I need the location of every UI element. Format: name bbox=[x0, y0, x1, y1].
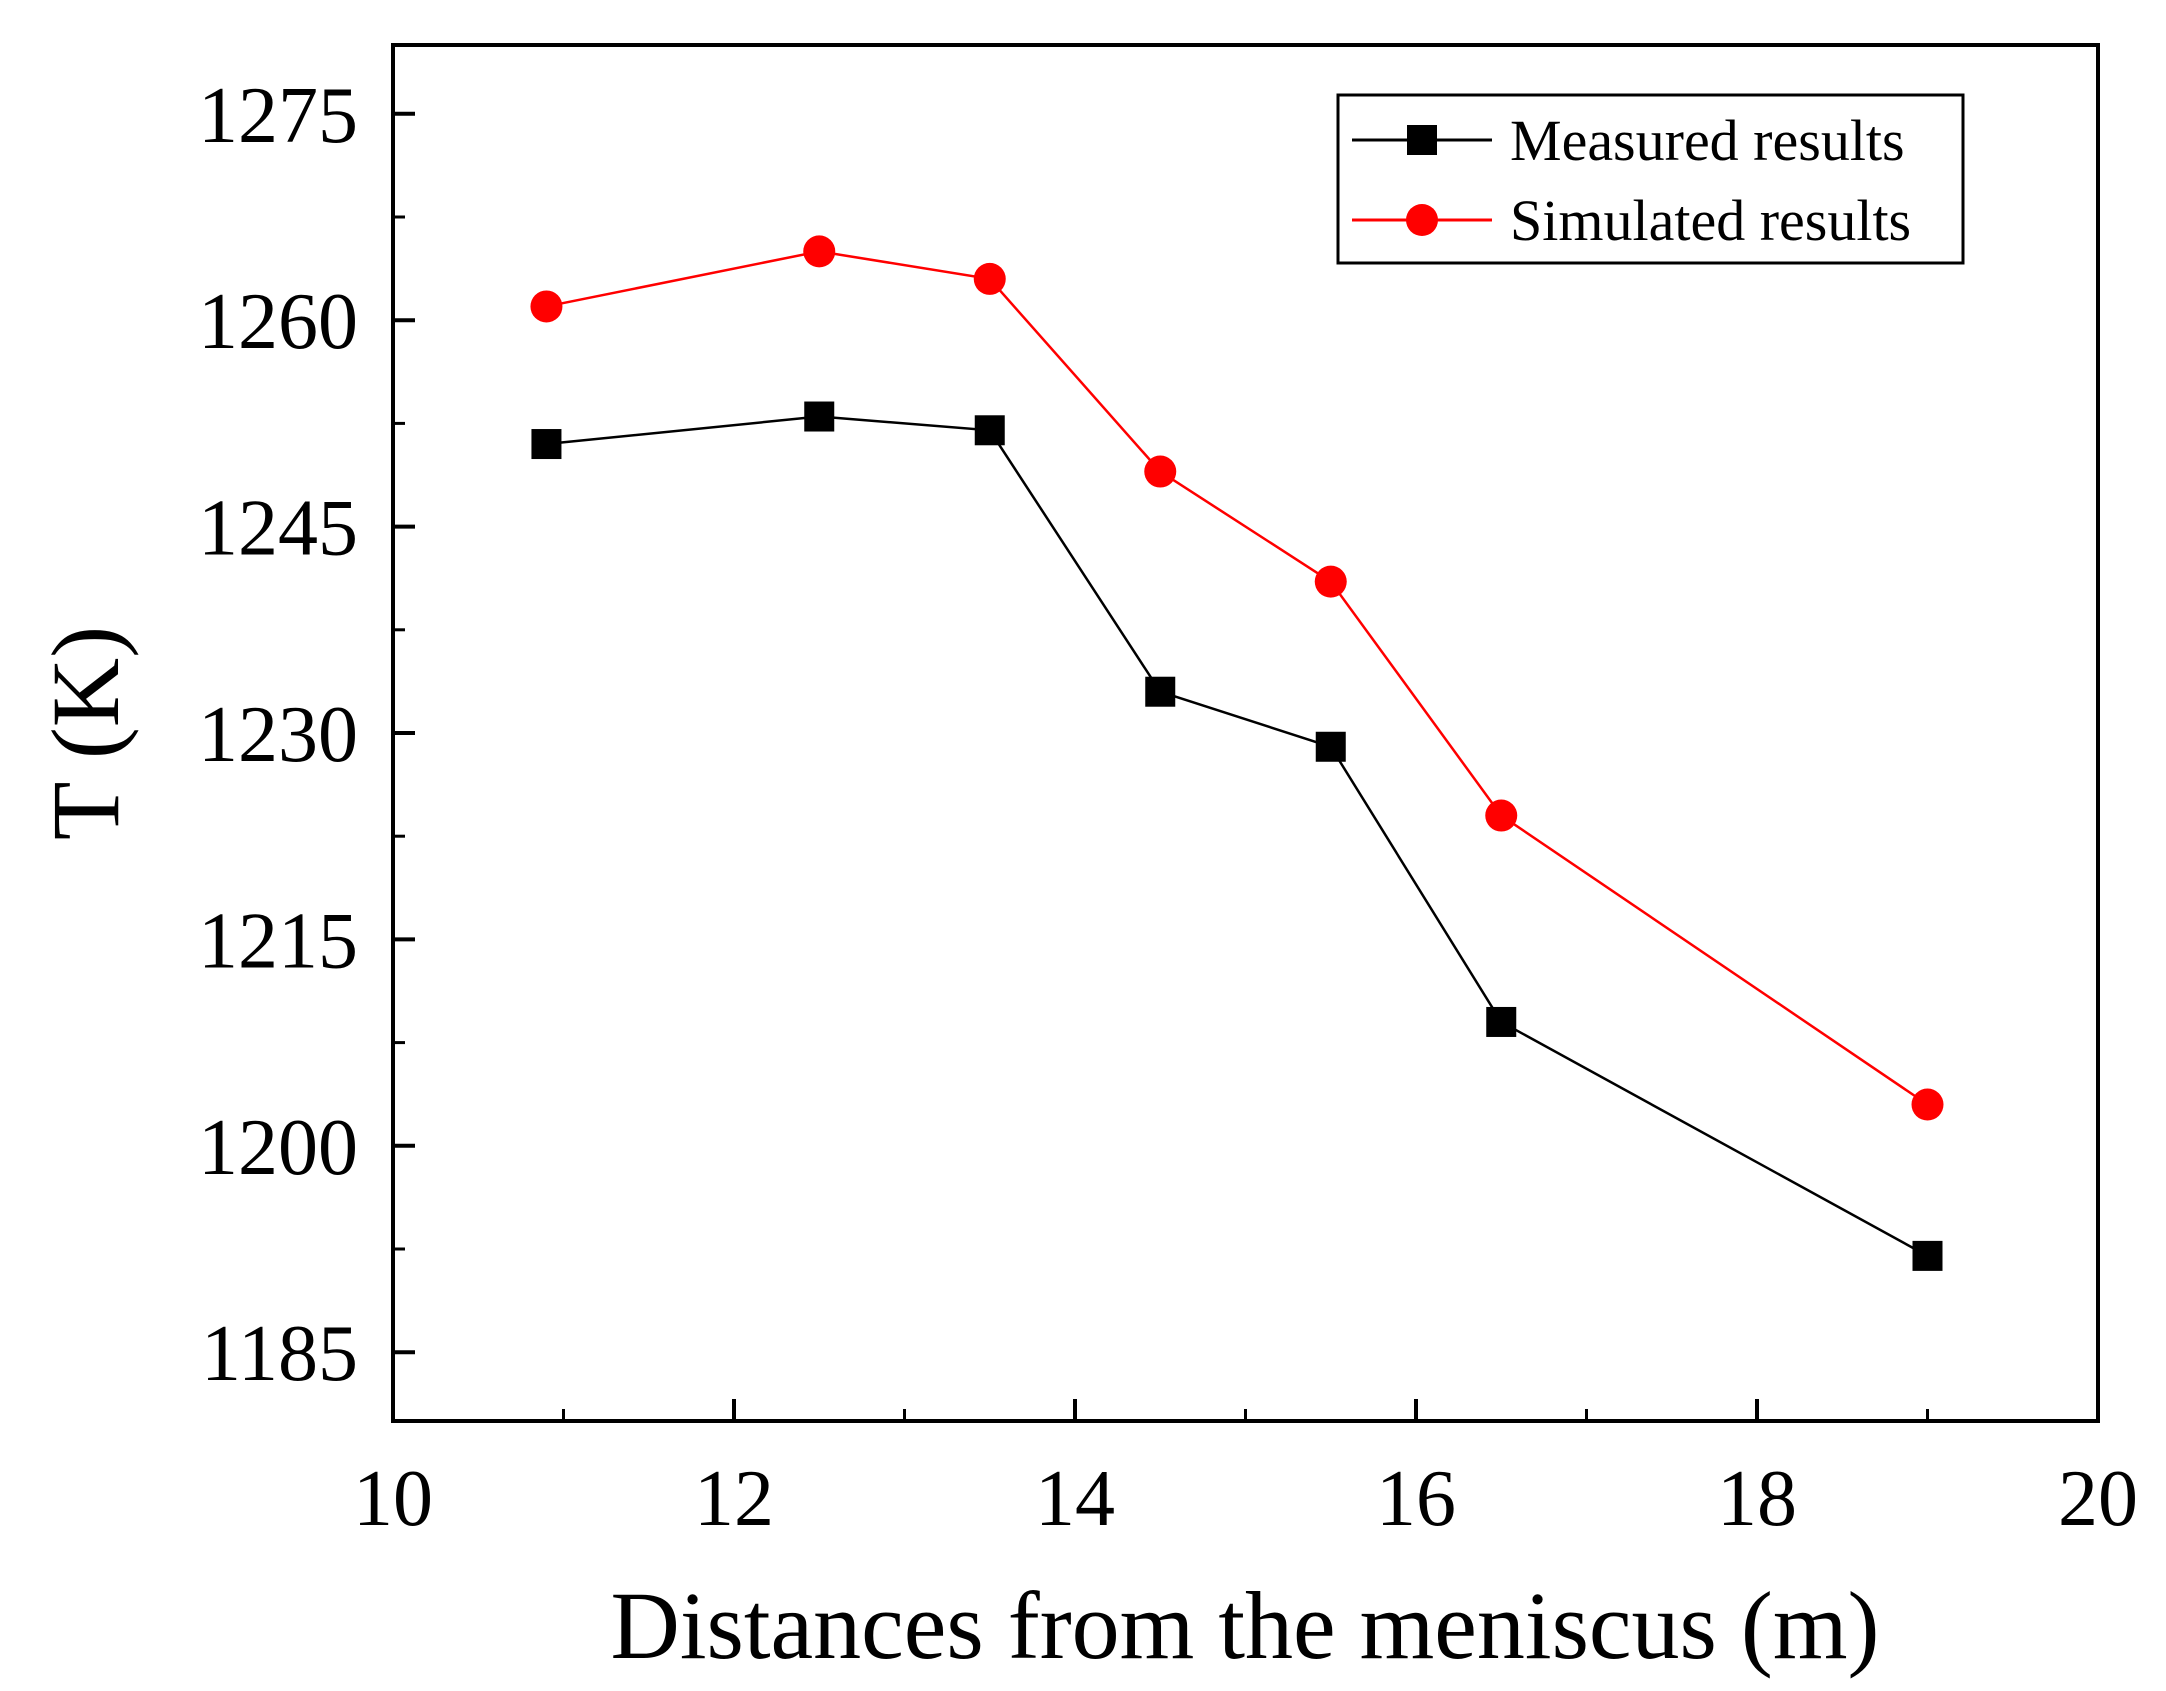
legend-box bbox=[1336, 93, 1965, 265]
y-axis-title: T (K) bbox=[32, 626, 139, 840]
data-point-measured bbox=[1315, 731, 1346, 762]
data-point-measured bbox=[1486, 1006, 1517, 1037]
data-point-measured bbox=[1912, 1240, 1943, 1271]
data-point-simulated bbox=[803, 235, 836, 268]
series-layer bbox=[530, 235, 1944, 1271]
data-point-measured bbox=[531, 429, 562, 460]
legend-marker-measured bbox=[1407, 125, 1437, 155]
legend-label-simulated: Simulated results bbox=[1510, 188, 1911, 253]
y-tick-label: 1185 bbox=[201, 1310, 358, 1398]
data-point-simulated bbox=[1485, 799, 1518, 832]
series-line-simulated bbox=[546, 250, 1929, 1106]
x-tick-label: 10 bbox=[353, 1455, 433, 1543]
data-point-simulated bbox=[1314, 565, 1347, 598]
data-point-measured bbox=[1145, 676, 1176, 707]
y-tick-label: 1215 bbox=[198, 897, 358, 985]
x-tick-label: 20 bbox=[2058, 1455, 2138, 1543]
y-tick-label: 1200 bbox=[198, 1104, 358, 1192]
axis-ticks: 10 12 14 16 18 20 1185 1200 1215 1230 1245 1260 1275 bbox=[198, 72, 2138, 1543]
x-axis-title: Distances from the meniscus (m) bbox=[611, 1572, 1880, 1679]
x-tick-label: 18 bbox=[1717, 1455, 1797, 1543]
legend: Measured results Simulated results bbox=[1336, 93, 1965, 265]
data-point-simulated bbox=[973, 262, 1006, 295]
data-point-measured bbox=[804, 401, 835, 432]
y-tick-label: 1230 bbox=[198, 691, 358, 779]
x-tick-label: 14 bbox=[1035, 1455, 1115, 1543]
y-tick-label: 1245 bbox=[198, 485, 358, 573]
legend-marker-simulated bbox=[1406, 204, 1438, 236]
legend-label-measured: Measured results bbox=[1510, 108, 1905, 173]
data-point-simulated bbox=[1911, 1088, 1944, 1121]
data-point-simulated bbox=[1144, 455, 1177, 488]
x-tick-label: 12 bbox=[694, 1455, 774, 1543]
data-point-measured bbox=[974, 415, 1005, 446]
x-tick-label: 16 bbox=[1376, 1455, 1456, 1543]
data-point-simulated bbox=[530, 290, 563, 323]
series-line-measured bbox=[546, 415, 1929, 1257]
y-tick-label: 1260 bbox=[198, 278, 358, 366]
y-tick-label: 1275 bbox=[198, 72, 358, 160]
